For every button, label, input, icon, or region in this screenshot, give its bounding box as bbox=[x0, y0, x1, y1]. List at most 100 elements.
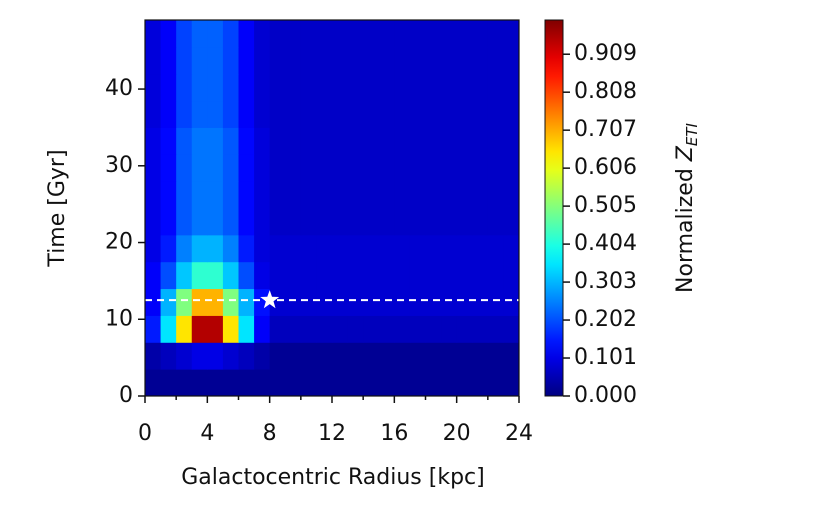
heatmap-cell bbox=[316, 369, 333, 397]
heatmap-cell bbox=[378, 208, 395, 236]
heatmap-cell bbox=[285, 369, 302, 397]
heatmap-cell bbox=[425, 342, 442, 370]
heatmap-cell bbox=[472, 73, 489, 102]
heatmap-cell bbox=[425, 127, 442, 155]
heatmap-cell bbox=[409, 342, 426, 370]
heatmap-cell bbox=[222, 315, 239, 343]
heatmap-cell bbox=[238, 315, 255, 343]
heatmap-cell bbox=[425, 73, 442, 102]
heatmap-cell bbox=[441, 73, 458, 102]
heatmap-cell bbox=[285, 154, 302, 182]
heatmap-cell bbox=[347, 181, 364, 209]
heatmap-cell bbox=[145, 127, 162, 155]
heatmap-cell bbox=[238, 208, 255, 236]
colorbar-tick-label: 0.909 bbox=[574, 41, 637, 66]
heatmap-cell bbox=[191, 315, 208, 343]
heatmap-cell bbox=[254, 315, 271, 343]
heatmap-cell bbox=[176, 288, 193, 316]
heatmap-cell bbox=[176, 342, 193, 370]
heatmap-cell bbox=[160, 288, 177, 316]
heatmap-cell bbox=[332, 127, 349, 155]
heatmap-cell bbox=[394, 127, 411, 155]
heatmap-cell bbox=[269, 154, 286, 182]
heatmap-cell bbox=[238, 342, 255, 370]
heatmap-cell bbox=[394, 154, 411, 182]
heatmap-cell bbox=[207, 20, 224, 48]
heatmap-cell bbox=[238, 73, 255, 102]
heatmap-cell bbox=[363, 208, 380, 236]
heatmap-cell bbox=[254, 20, 271, 48]
heatmap-cell bbox=[269, 181, 286, 209]
heatmap-cell bbox=[409, 208, 426, 236]
heatmap-cell bbox=[222, 234, 239, 263]
colorbar-label-text: Normalized bbox=[673, 161, 698, 293]
x-tick-label: 4 bbox=[200, 421, 214, 446]
heatmap-cell bbox=[300, 288, 317, 316]
heatmap-cell bbox=[269, 208, 286, 236]
heatmap-cell bbox=[487, 342, 504, 370]
heatmap bbox=[145, 20, 520, 397]
heatmap-cell bbox=[487, 154, 504, 182]
heatmap-cell bbox=[394, 369, 411, 397]
heatmap-cell bbox=[145, 20, 162, 48]
heatmap-cell bbox=[285, 288, 302, 316]
heatmap-cell bbox=[222, 288, 239, 316]
heatmap-cell bbox=[347, 315, 364, 343]
heatmap-cell bbox=[441, 20, 458, 48]
heatmap-cell bbox=[363, 127, 380, 155]
heatmap-cell bbox=[456, 46, 473, 75]
colorbar-label-symbol: Z bbox=[673, 145, 698, 162]
heatmap-cell bbox=[363, 181, 380, 209]
heatmap-cell bbox=[378, 369, 395, 397]
heatmap-cell bbox=[160, 208, 177, 236]
heatmap-cell bbox=[378, 100, 395, 128]
heatmap-cell bbox=[378, 288, 395, 316]
heatmap-cell bbox=[363, 154, 380, 182]
heatmap-cell bbox=[347, 73, 364, 102]
colorbar-tick-label: 0.505 bbox=[574, 193, 637, 218]
heatmap-cell bbox=[145, 100, 162, 128]
heatmap-cell bbox=[456, 73, 473, 102]
heatmap-cell bbox=[300, 127, 317, 155]
heatmap-cell bbox=[363, 261, 380, 290]
heatmap-cell bbox=[347, 20, 364, 48]
heatmap-cell bbox=[332, 342, 349, 370]
heatmap-cell bbox=[300, 181, 317, 209]
heatmap-cell bbox=[363, 46, 380, 75]
heatmap-cell bbox=[441, 208, 458, 236]
heatmap-cell bbox=[300, 369, 317, 397]
heatmap-cell bbox=[207, 369, 224, 397]
heatmap-cell bbox=[316, 315, 333, 343]
heatmap-cell bbox=[394, 208, 411, 236]
heatmap-cell bbox=[285, 20, 302, 48]
heatmap-cell bbox=[503, 234, 520, 263]
heatmap-cell bbox=[254, 342, 271, 370]
heatmap-cell bbox=[207, 234, 224, 263]
heatmap-cell bbox=[425, 234, 442, 263]
heatmap-cell bbox=[222, 369, 239, 397]
heatmap-cell bbox=[145, 315, 162, 343]
heatmap-cell bbox=[441, 154, 458, 182]
heatmap-cell bbox=[238, 181, 255, 209]
heatmap-cell bbox=[487, 127, 504, 155]
heatmap-cell bbox=[425, 20, 442, 48]
heatmap-cell bbox=[332, 315, 349, 343]
heatmap-cell bbox=[378, 127, 395, 155]
heatmap-cell bbox=[332, 369, 349, 397]
heatmap-cell bbox=[472, 234, 489, 263]
heatmap-cell bbox=[332, 154, 349, 182]
heatmap-cell bbox=[269, 20, 286, 48]
heatmap-cell bbox=[207, 315, 224, 343]
heatmap-cell bbox=[363, 234, 380, 263]
heatmap-cell bbox=[332, 288, 349, 316]
heatmap-cell bbox=[145, 288, 162, 316]
heatmap-cell bbox=[191, 234, 208, 263]
heatmap-cell bbox=[316, 288, 333, 316]
heatmap-cell bbox=[347, 369, 364, 397]
heatmap-cell bbox=[160, 342, 177, 370]
heatmap-cell bbox=[238, 100, 255, 128]
heatmap-cell bbox=[363, 100, 380, 128]
heatmap-cell bbox=[222, 208, 239, 236]
heatmap-cell bbox=[409, 100, 426, 128]
heatmap-cell bbox=[254, 154, 271, 182]
